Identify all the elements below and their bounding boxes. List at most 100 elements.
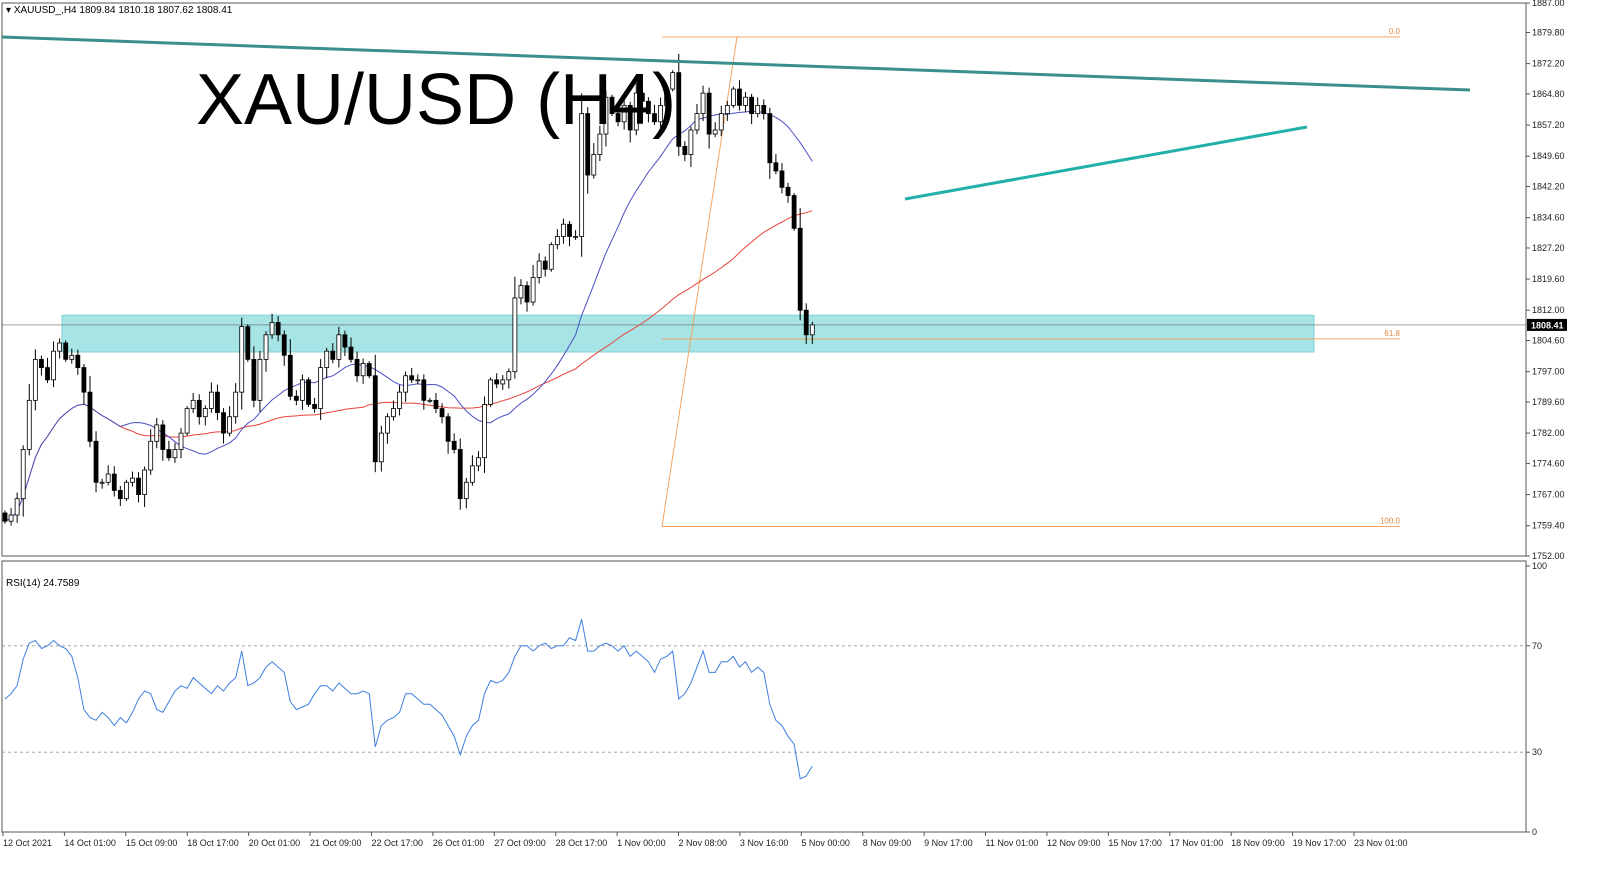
candle-bearish [45, 367, 50, 381]
time-axis-label: 27 Oct 09:00 [494, 838, 546, 848]
candle-bearish [221, 412, 226, 434]
time-axis-label: 20 Oct 01:00 [249, 838, 301, 848]
candle-bearish [63, 342, 69, 360]
price-axis-label: 1827.20 [1532, 243, 1565, 253]
candle-bullish [688, 129, 694, 155]
candle-bullish [57, 342, 63, 352]
candle-bullish [142, 469, 148, 495]
candle-bearish [682, 145, 688, 155]
candle-bearish [737, 88, 742, 106]
candle-bullish [397, 391, 402, 409]
time-axis-label: 23 Nov 01:00 [1354, 838, 1408, 848]
candle-bullish [573, 236, 578, 238]
candle-bearish [196, 399, 202, 418]
candle-bearish [785, 186, 791, 196]
chart-title: XAU/USD (H4) [196, 60, 677, 140]
candle-bullish [476, 457, 481, 467]
candle-bearish [2, 512, 8, 522]
price-axis-label: 1752.00 [1532, 551, 1565, 561]
candle-bearish [646, 100, 651, 115]
candle-bullish [482, 404, 487, 459]
candle-bearish [281, 334, 287, 356]
fib-level-label: 0.0 [1389, 27, 1401, 36]
candle-bearish [791, 195, 797, 229]
descending-resistance-trendline [1, 35, 1471, 92]
price-axis-label: 1819.60 [1532, 274, 1565, 284]
candle-bearish [803, 309, 809, 336]
candle-bullish [154, 424, 160, 442]
candle-bullish [506, 371, 512, 381]
candle-bullish [239, 326, 245, 393]
candle-bullish [597, 133, 603, 155]
rsi-panel-frame [1, 560, 1527, 833]
candle-bullish [269, 322, 275, 336]
candle-bullish [208, 391, 214, 409]
time-axis-label: 17 Nov 01:00 [1170, 838, 1224, 848]
candle-bullish [51, 350, 56, 381]
candle-bearish [166, 449, 172, 459]
candle-bullish [530, 277, 536, 303]
rising-support-trendline [904, 125, 1308, 201]
candle-bullish [130, 477, 135, 483]
price-axis-label: 1789.60 [1532, 397, 1565, 407]
candle-bullish [755, 105, 761, 115]
time-axis-label: 18 Oct 17:00 [187, 838, 239, 848]
rsi-axis-label: 70 [1532, 641, 1542, 651]
price-axis-label: 1774.60 [1532, 458, 1565, 468]
candle-bearish [676, 72, 682, 147]
candle-bullish [391, 408, 396, 418]
candle-bearish [75, 354, 81, 368]
price-axis-label: 1759.40 [1532, 521, 1565, 531]
candle-bullish [724, 105, 730, 115]
candle-bullish [124, 481, 129, 500]
candle-bearish [433, 399, 439, 409]
candle-bearish [366, 363, 372, 377]
time-axis-label: 15 Oct 09:00 [126, 838, 178, 848]
candle-bearish [215, 391, 220, 414]
candle-bearish [767, 113, 773, 164]
candle-bearish [111, 473, 117, 491]
candle-bullish [318, 367, 324, 409]
candle-bullish [670, 72, 676, 90]
price-axis-label: 1872.20 [1532, 59, 1565, 69]
candle-bullish [8, 514, 14, 522]
candle-bearish [585, 113, 591, 176]
current-price-value: 1808.41 [1531, 320, 1564, 330]
candle-bearish [609, 96, 615, 114]
candle-bearish [245, 326, 251, 360]
candle-bullish [69, 354, 75, 360]
candle-bearish [251, 358, 257, 401]
candle-bearish [615, 113, 621, 123]
candle-bullish [743, 96, 748, 106]
price-axis-label: 1842.20 [1532, 182, 1565, 192]
collapse-triangle-icon[interactable]: ▾ [6, 5, 12, 16]
candle-bearish [706, 92, 712, 135]
candle-bullish [360, 363, 366, 377]
candle-bullish [603, 96, 609, 135]
candle-bearish [652, 113, 657, 123]
price-axis-label: 1834.60 [1532, 213, 1565, 223]
candle-bearish [87, 391, 93, 442]
candle-bearish [627, 105, 633, 131]
symbol-label: XAUUSD_,H4 [13, 5, 77, 16]
candle-bullish [731, 88, 736, 106]
time-axis-label: 2 Nov 08:00 [679, 838, 728, 848]
symbol-header: ▾ XAUUSD_,H4 1809.84 1810.18 1807.62 180… [6, 5, 232, 16]
price-axis-label: 1812.00 [1532, 305, 1565, 315]
candle-bullish [554, 236, 560, 246]
ohlc-values: 1809.84 1810.18 1807.62 1808.41 [79, 5, 233, 16]
price-axis-label: 1767.00 [1532, 490, 1565, 500]
candle-bearish [749, 96, 755, 114]
candle-bearish [372, 375, 378, 463]
candle-bullish [105, 473, 111, 483]
candle-bullish [172, 449, 178, 459]
candle-bearish [39, 358, 44, 368]
candle-bearish [93, 440, 99, 483]
time-axis-label: 1 Nov 00:00 [617, 838, 666, 848]
time-axis-label: 14 Oct 01:00 [64, 838, 116, 848]
candle-bearish [287, 354, 293, 397]
candle-bullish [694, 113, 700, 131]
rsi-axis-label: 100 [1532, 561, 1547, 571]
candle-bullish [415, 379, 421, 382]
